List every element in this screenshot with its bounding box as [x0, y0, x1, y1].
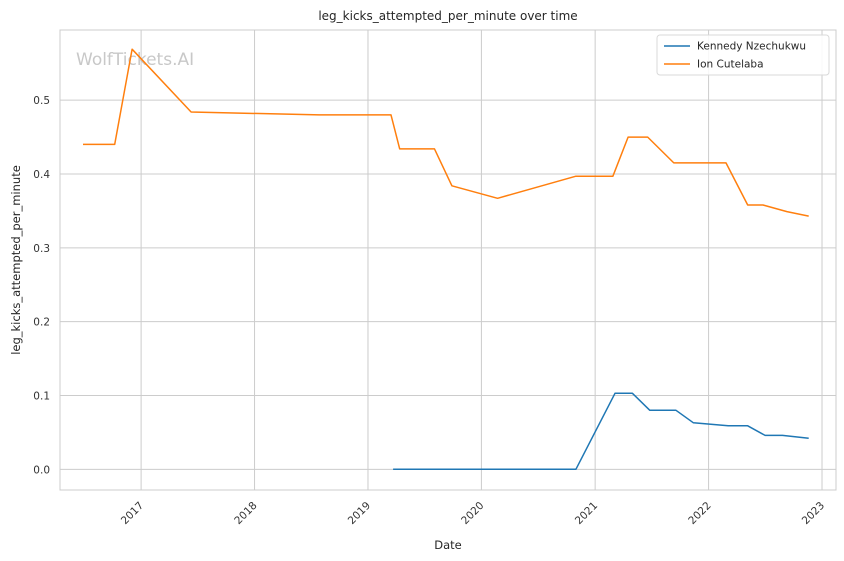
y-tick-label: 0.0 [33, 464, 50, 476]
series-line-kennedy-nzechukwu [393, 392, 809, 471]
x-tick-label: 2023 [800, 500, 827, 527]
plot-frame [59, 29, 837, 491]
y-tick-label: 0.3 [33, 243, 50, 255]
y-tick-label: 0.5 [33, 95, 50, 107]
x-axis-ticks: 2017 2018 2019 2020 2021 2022 2023 [119, 500, 827, 527]
x-tick-label: 2017 [119, 500, 146, 527]
x-tick-label: 2021 [573, 500, 600, 527]
y-tick-label: 0.1 [33, 390, 50, 402]
x-tick-label: 2020 [459, 500, 486, 527]
x-tick-label: 2018 [232, 500, 259, 527]
legend-label-kennedy-nzechukwu: Kennedy Nzechukwu [697, 41, 806, 53]
legend-box [656, 34, 830, 76]
y-tick-label: 0.2 [33, 317, 50, 329]
legend: Kennedy Nzechukwu Ion Cutelaba [656, 34, 830, 76]
y-axis-label: leg_kicks_attempted_per_minute [9, 165, 23, 355]
x-axis-label: Date [434, 538, 462, 552]
watermark: WolfTickets.AI [76, 50, 194, 70]
y-tick-label: 0.4 [33, 169, 50, 181]
grid [60, 30, 836, 490]
series-lines [83, 48, 809, 471]
y-axis-ticks: 0.0 0.1 0.2 0.3 0.4 0.5 [33, 95, 50, 476]
series-line-ion-cutelaba [83, 48, 809, 217]
x-tick-label: 2019 [346, 500, 373, 527]
legend-label-ion-cutelaba: Ion Cutelaba [697, 59, 764, 71]
chart-title: leg_kicks_attempted_per_minute over time [318, 9, 577, 23]
x-tick-label: 2022 [686, 500, 713, 527]
